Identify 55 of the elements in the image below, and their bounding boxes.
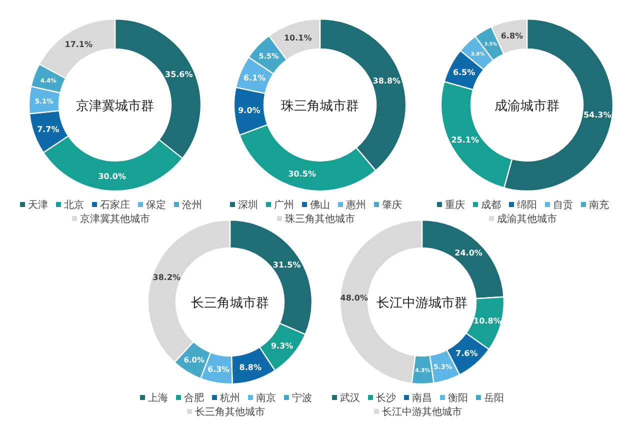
legend-label: 衡阳 (448, 392, 468, 404)
data-label: 48.0% (340, 294, 368, 303)
legend-label: 沧州 (182, 199, 202, 211)
data-label: 9.3% (270, 342, 294, 351)
data-label: 7.7% (37, 124, 60, 134)
data-label: 17.1% (64, 40, 93, 49)
legend-label: 广州 (274, 199, 294, 211)
legend-label: 自贡 (553, 199, 573, 211)
legend-label: 长三角其他城市 (195, 406, 265, 418)
data-label: 38.8% (372, 76, 401, 86)
legend-label: 绵阳 (517, 199, 537, 211)
data-label: 24.0% (454, 248, 482, 258)
legend-label: 南昌 (412, 392, 432, 404)
text: 长三角城市群 (191, 296, 269, 311)
legend-label: 成渝其他城市 (497, 213, 557, 225)
legend-label: 上海 (148, 392, 168, 404)
text: 成渝城市群 (494, 99, 560, 114)
data-label: 30.5% (288, 170, 316, 179)
legend-label: 重庆 (445, 199, 465, 211)
data-label: 6.5% (452, 68, 476, 78)
legend-label: 惠州 (345, 199, 366, 211)
legend-label: 杭州 (219, 392, 240, 404)
legend-label: 武汉 (340, 392, 360, 404)
data-label: 25.1% (451, 136, 479, 145)
text: 珠三角城市群 (281, 99, 359, 114)
data-label: 38.2% (152, 273, 181, 282)
legend-label: 天津 (28, 199, 48, 211)
data-label: 10.1% (284, 33, 312, 42)
data-label: 10.8% (474, 316, 502, 326)
legend-label: 岳阳 (484, 392, 504, 404)
data-label: 8.8% (239, 362, 262, 372)
legend-label: 成都 (481, 199, 501, 211)
legend-label: 珠三角其他城市 (285, 213, 355, 225)
data-label: 35.6% (165, 70, 193, 79)
legend-label: 北京 (64, 199, 84, 211)
data-label: 30.0% (98, 172, 126, 181)
data-label: 54.3% (583, 110, 612, 120)
legend-label: 宁波 (292, 392, 312, 404)
legend-label: 合肥 (184, 392, 204, 404)
legend-label: 南充 (589, 199, 609, 211)
data-label: 31.5% (272, 260, 301, 270)
legend-label: 保定 (146, 199, 166, 211)
legend-label: 南京 (256, 392, 276, 404)
legend-label: 深圳 (238, 199, 258, 211)
legend-label: 京津冀其他城市 (80, 213, 150, 225)
legend-label: 佛山 (310, 199, 330, 211)
data-label: 9.0% (238, 106, 260, 116)
data-label: 7.6% (456, 349, 478, 358)
legend-label: 肇庆 (382, 199, 402, 211)
text: 长江中游城市群 (376, 296, 468, 311)
text: 京津冀城市群 (76, 99, 154, 114)
legend-label: 石家庄 (100, 199, 130, 211)
legend-label: 长沙 (376, 392, 396, 404)
data-label: 6.8% (500, 31, 524, 40)
legend-label: 长江中游其他城市 (382, 406, 462, 418)
